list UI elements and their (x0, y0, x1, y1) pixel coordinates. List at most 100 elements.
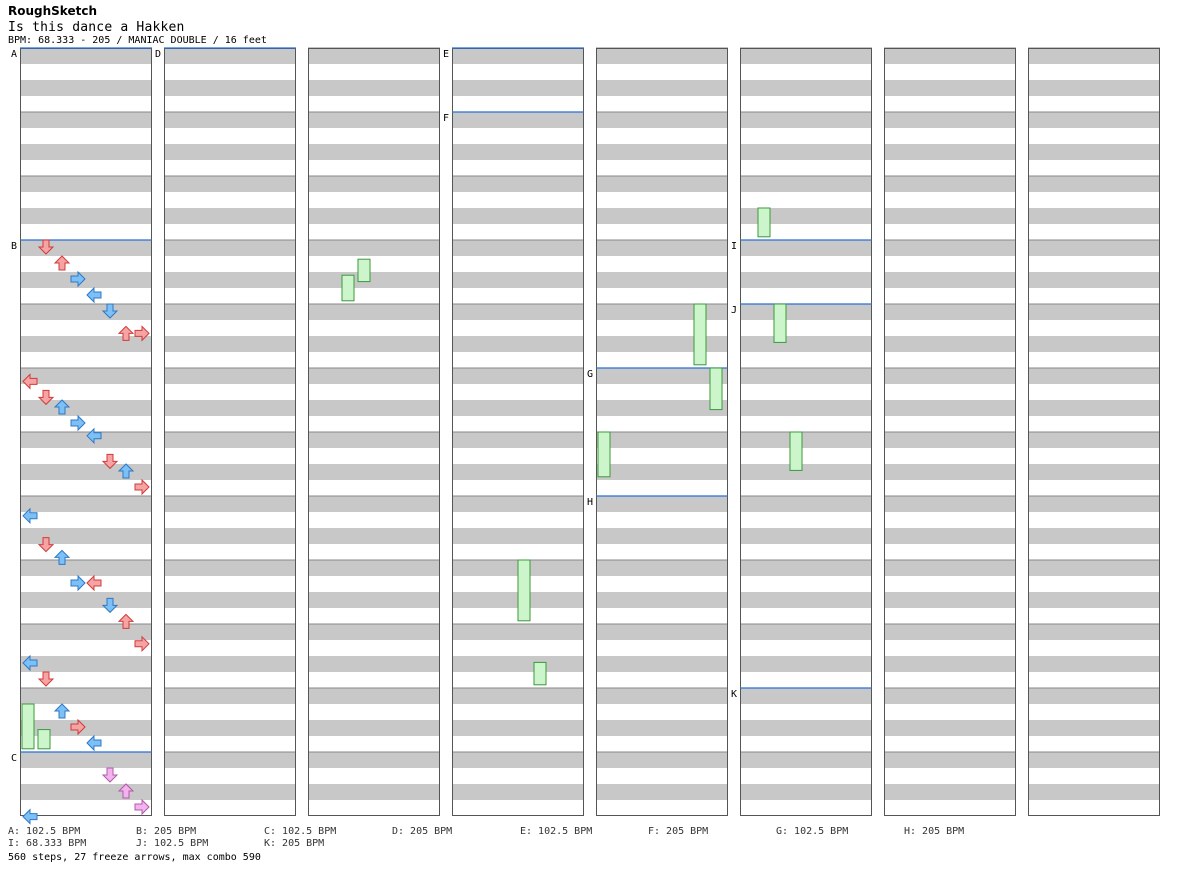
beat-stripe (1028, 560, 1160, 576)
beat-stripe (1028, 720, 1160, 736)
step-arrow (37, 671, 55, 687)
beat-stripe (884, 80, 1016, 96)
column-border (884, 48, 1016, 816)
beat-stripe (164, 560, 296, 576)
beat-stripe (452, 144, 584, 160)
beat-stripe (20, 368, 152, 384)
step-arrow (53, 549, 71, 565)
beat-stripe (740, 656, 872, 672)
beat-stripe (740, 592, 872, 608)
beat-stripe (308, 560, 440, 576)
beat-stripe (452, 240, 584, 256)
beat-stripe (1028, 688, 1160, 704)
beat-stripe (308, 432, 440, 448)
chart-column (596, 47, 728, 816)
beat-stripe (740, 560, 872, 576)
beat-stripe (740, 400, 872, 416)
beat-stripe (596, 464, 728, 480)
beat-stripe (884, 144, 1016, 160)
beat-stripe (740, 240, 872, 256)
beat-stripe (164, 432, 296, 448)
bpm-legend-item: A: 102.5 BPM (8, 826, 81, 837)
beat-stripe (308, 304, 440, 320)
beat-stripe (20, 464, 152, 480)
beat-stripe (452, 48, 584, 64)
section-label: D (155, 49, 161, 60)
beat-stripe (740, 720, 872, 736)
bpm-legend-item: H: 205 BPM (904, 826, 965, 837)
beat-stripe (740, 112, 872, 128)
step-arrow (70, 270, 86, 288)
step-arrow (70, 574, 86, 592)
chart-column (740, 47, 872, 816)
beat-stripe (164, 400, 296, 416)
beat-stripe (740, 752, 872, 768)
beat-stripe (308, 336, 440, 352)
beat-stripe (884, 336, 1016, 352)
beat-stripe (308, 208, 440, 224)
section-label: F (443, 113, 449, 124)
freeze-arrow (517, 559, 531, 622)
beat-stripe (20, 592, 152, 608)
beat-stripe (308, 112, 440, 128)
beat-stripe (164, 784, 296, 800)
freeze-arrow (709, 367, 723, 411)
beat-stripe (20, 752, 152, 768)
freeze-arrow (757, 207, 771, 238)
beat-stripe (308, 240, 440, 256)
step-arrow (70, 718, 86, 736)
beat-stripe (164, 528, 296, 544)
step-arrow (53, 399, 71, 415)
chart-column (164, 47, 296, 816)
beat-stripe (884, 496, 1016, 512)
beat-stripe (1028, 368, 1160, 384)
beat-stripe (596, 208, 728, 224)
freeze-arrow (341, 274, 355, 302)
beat-stripe (1028, 496, 1160, 512)
artist-label: RoughSketch (8, 4, 97, 18)
beat-stripe (1028, 240, 1160, 256)
chart-column (1028, 47, 1160, 816)
beat-stripe (596, 528, 728, 544)
beat-stripe (164, 464, 296, 480)
beat-stripe (596, 400, 728, 416)
beat-stripe (740, 688, 872, 704)
bpm-legend-item: G: 102.5 BPM (776, 826, 849, 837)
beat-stripe (452, 752, 584, 768)
beat-stripe (308, 496, 440, 512)
step-arrow (86, 574, 102, 592)
beat-stripe (740, 208, 872, 224)
beat-stripe (308, 784, 440, 800)
freeze-arrow (37, 729, 51, 750)
beat-stripe (1028, 464, 1160, 480)
beat-stripe (596, 624, 728, 640)
beat-stripe (884, 368, 1016, 384)
bpm-legend-item: I: 68.333 BPM (8, 838, 87, 849)
step-arrow (117, 783, 135, 799)
beat-stripe (20, 208, 152, 224)
beat-stripe (164, 112, 296, 128)
beat-stripe (596, 592, 728, 608)
beat-stripe (164, 240, 296, 256)
beat-stripe (740, 144, 872, 160)
beat-stripe (308, 368, 440, 384)
beat-stripe (164, 304, 296, 320)
beat-stripe (452, 656, 584, 672)
beat-stripe (308, 144, 440, 160)
beat-stripe (308, 752, 440, 768)
beat-stripe (452, 80, 584, 96)
beat-stripe (596, 432, 728, 448)
section-label: E (443, 49, 449, 60)
beat-stripe (20, 400, 152, 416)
beat-stripe (452, 496, 584, 512)
beat-stripe (308, 528, 440, 544)
beat-stripe (596, 656, 728, 672)
beat-stripe (20, 112, 152, 128)
beat-stripe (596, 304, 728, 320)
beat-stripe (596, 336, 728, 352)
beat-stripe (1028, 304, 1160, 320)
step-arrow (134, 798, 150, 816)
beat-stripe (1028, 624, 1160, 640)
beat-stripe (596, 560, 728, 576)
beat-stripe (884, 304, 1016, 320)
